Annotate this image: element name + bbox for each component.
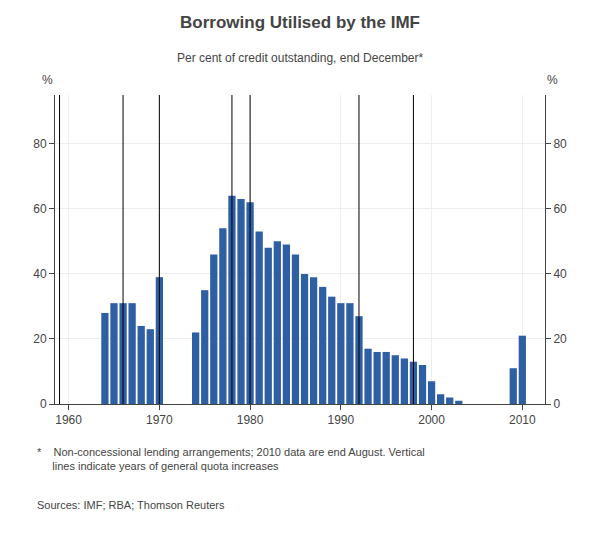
svg-text:Per cent of credit outstanding: Per cent of credit outstanding, end Dece… <box>177 51 423 65</box>
svg-text:80: 80 <box>33 137 47 151</box>
svg-text:1990: 1990 <box>327 413 354 427</box>
svg-text:1960: 1960 <box>55 413 82 427</box>
svg-text:60: 60 <box>553 202 567 216</box>
svg-text:40: 40 <box>33 267 47 281</box>
svg-text:0: 0 <box>553 397 560 411</box>
svg-text:2010: 2010 <box>509 413 536 427</box>
svg-text:60: 60 <box>33 202 47 216</box>
svg-text:0: 0 <box>40 397 47 411</box>
svg-text:Sources: IMF; RBA; Thomson Reu: Sources: IMF; RBA; Thomson Reuters <box>37 499 225 511</box>
svg-text:* Non-concessional lending: * Non-concessional lending arrangements;… <box>37 446 425 472</box>
svg-text:80: 80 <box>553 137 567 151</box>
svg-text:Borrowing Utilised by the IMF: Borrowing Utilised by the IMF <box>180 13 420 32</box>
svg-text:1980: 1980 <box>237 413 264 427</box>
svg-text:%: % <box>42 73 53 87</box>
svg-text:2000: 2000 <box>418 413 445 427</box>
svg-text:20: 20 <box>33 332 47 346</box>
svg-text:20: 20 <box>553 332 567 346</box>
svg-text:1970: 1970 <box>146 413 173 427</box>
svg-text:40: 40 <box>553 267 567 281</box>
svg-text:%: % <box>547 73 558 87</box>
